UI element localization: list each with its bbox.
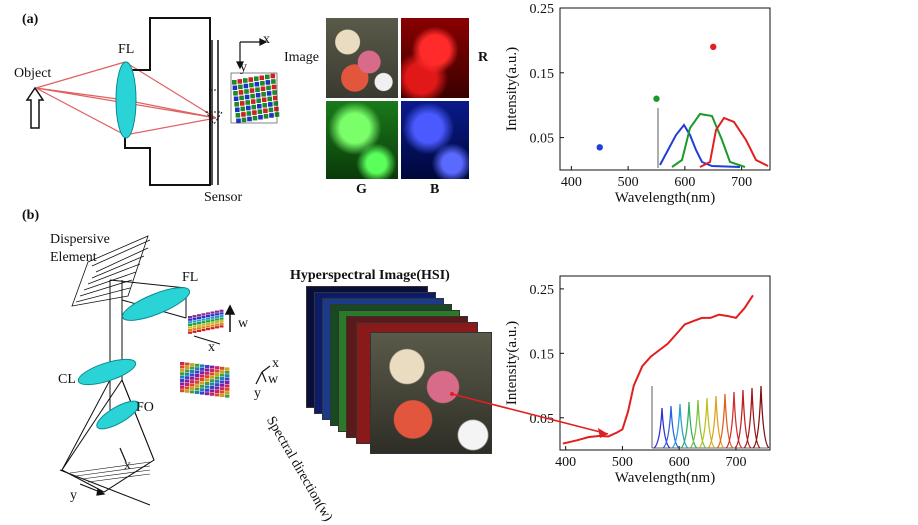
light-rays xyxy=(35,61,217,136)
inset-b-peak xyxy=(707,395,725,449)
chart-a-ytick-label: 0.05 xyxy=(530,132,555,147)
chart-b-xlabel: Wavelength(nm) xyxy=(615,470,715,486)
chart-a-ylabel: Intensity(a.u.) xyxy=(504,47,520,131)
lens-cl xyxy=(77,358,137,386)
g-label: G xyxy=(356,182,367,197)
y-label-bottom: y xyxy=(70,488,77,503)
chart-b-frame xyxy=(559,275,771,451)
object-arrow-icon xyxy=(25,86,45,129)
inset-red-curve xyxy=(699,116,769,168)
fo-label: FO xyxy=(136,400,154,415)
arrow-head-icon xyxy=(598,428,608,438)
chart-b-xtick-label: 700 xyxy=(725,455,746,470)
element-label: Element xyxy=(50,250,97,265)
chart-a-frame xyxy=(559,7,771,171)
chart-a-ytick-label: 0.15 xyxy=(530,67,555,82)
panel-a-label: (a) xyxy=(22,12,39,27)
inset-b-peak xyxy=(743,387,761,449)
axis-y-label-a: y xyxy=(240,60,247,75)
axis-x-label-b: x xyxy=(272,356,279,371)
chart-a-xtick-label: 500 xyxy=(618,175,639,190)
photo-red-channel xyxy=(401,18,469,98)
r-label: R xyxy=(478,50,489,65)
inset-blue-curve xyxy=(659,123,741,168)
image-label: Image xyxy=(284,50,319,65)
axis-w-label-b: w xyxy=(268,372,279,387)
chart-a-xlabel: Wavelength(nm) xyxy=(615,190,715,206)
inset-b-peak xyxy=(680,401,698,449)
chart-a-point xyxy=(596,144,603,151)
chart-b-ylabel: Intensity(a.u.) xyxy=(504,321,520,405)
chart-b-ytick-label: 0.15 xyxy=(530,347,555,362)
hsi-photo xyxy=(370,332,492,454)
inset-green-curve xyxy=(671,112,746,168)
chart-b-xtick-label: 600 xyxy=(669,455,690,470)
lens-fl-b xyxy=(121,287,191,321)
chart-a-xtick-label: 700 xyxy=(731,175,752,190)
inset-b-peak xyxy=(752,385,770,449)
photo-blue-channel xyxy=(401,101,469,179)
inset-b-peak xyxy=(689,399,707,449)
dispersive-grating xyxy=(71,235,151,307)
photo-color xyxy=(326,18,398,98)
fl-label-b: FL xyxy=(182,270,199,285)
dispersive-label: Dispersive xyxy=(50,232,110,247)
inset-b-peak xyxy=(734,389,752,449)
chart-b-xtick-label: 500 xyxy=(612,455,633,470)
camera-body xyxy=(124,17,211,186)
bayer-sensor xyxy=(230,72,280,124)
chart-a-xtick-label: 600 xyxy=(674,175,695,190)
inset-b-peak xyxy=(716,393,734,449)
panel-b-label: (b) xyxy=(22,208,40,223)
axis-y-label-b: y xyxy=(254,386,261,401)
w-arrow-icon xyxy=(224,304,236,332)
x-arrow-icon xyxy=(193,335,221,345)
inset-b-peak xyxy=(662,405,680,449)
image-arrow-icon xyxy=(205,89,223,125)
bottom-axes-icon xyxy=(79,447,127,496)
chart-b-xtick-label: 400 xyxy=(555,455,576,470)
chart-a-point xyxy=(710,43,717,51)
object-label: Object xyxy=(14,66,52,81)
sensor-label: Sensor xyxy=(204,190,243,205)
inset-b-peak xyxy=(725,391,743,449)
lens-fo xyxy=(96,400,140,430)
xy-axes-icon xyxy=(236,38,268,70)
chart-a-xtick-label: 400 xyxy=(561,175,582,190)
lens-fl xyxy=(115,61,137,139)
pixel-to-spectrum-arrow xyxy=(451,393,609,435)
w-label: w xyxy=(238,316,249,331)
chart-b-series-line xyxy=(562,294,754,445)
spectral-sensor xyxy=(188,309,224,334)
chart-b-ytick-label: 0.25 xyxy=(530,283,555,298)
axis-x-label-a: x xyxy=(263,32,270,47)
sample-plane xyxy=(69,461,151,483)
chart-a-point xyxy=(653,95,660,102)
x-label-b: x xyxy=(208,340,215,355)
hsi-cube xyxy=(180,362,230,398)
photo-green-channel xyxy=(326,101,398,179)
pixel-marker xyxy=(450,392,454,396)
inset-b-peak xyxy=(671,403,689,449)
hsi-title: Hyperspectral Image(HSI) xyxy=(290,268,450,283)
inset-b-peak xyxy=(698,397,716,449)
cl-label: CL xyxy=(58,372,76,387)
xyw-axes-icon xyxy=(255,365,271,385)
x-label-bottom: x xyxy=(124,458,131,473)
fl-label-a: FL xyxy=(118,42,135,57)
chart-a-ytick-label: 0.25 xyxy=(530,2,555,17)
b-label: B xyxy=(430,182,440,197)
inset-b-peak xyxy=(653,407,671,449)
hsi-stack xyxy=(306,286,496,456)
